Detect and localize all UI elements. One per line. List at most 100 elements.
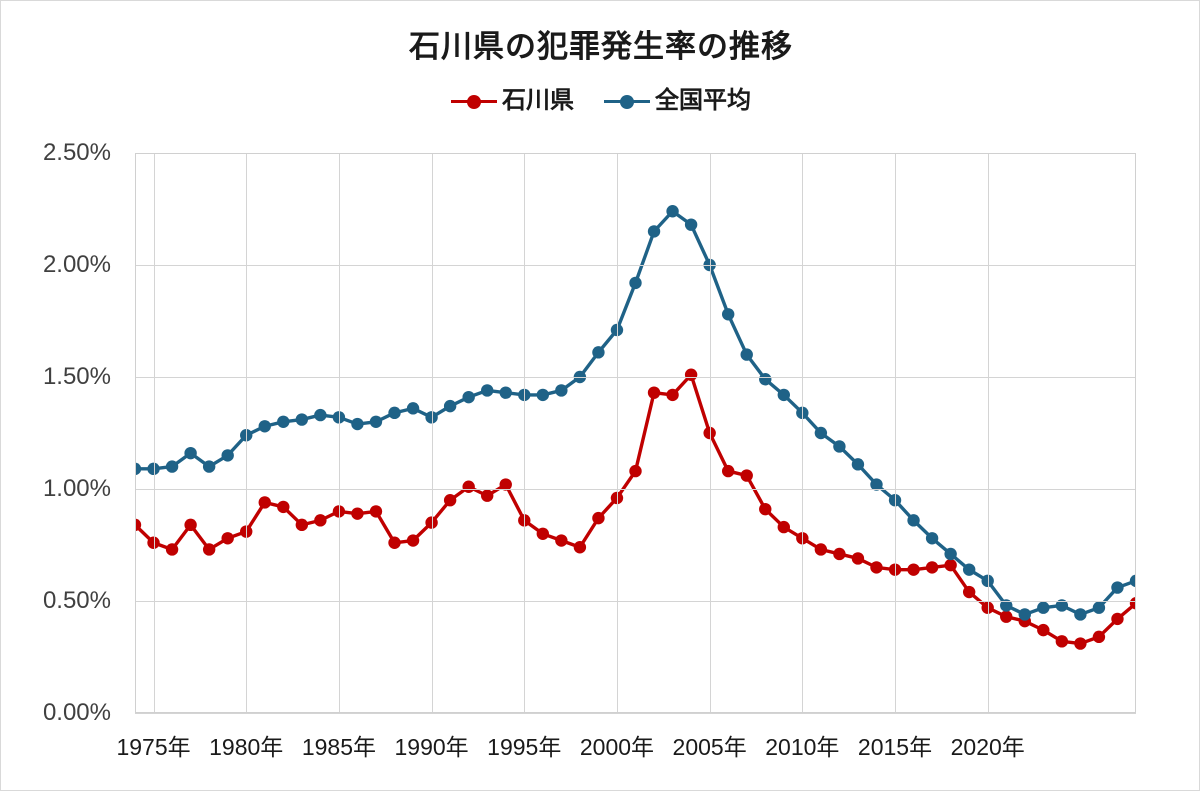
data-point-marker [721, 308, 735, 321]
data-point-marker [499, 386, 512, 399]
data-point-marker [944, 547, 957, 561]
data-point-marker [277, 415, 290, 428]
data-point-marker [1000, 599, 1013, 612]
data-point-marker [721, 464, 735, 478]
data-point-marker [851, 552, 865, 565]
data-point-marker [481, 489, 494, 502]
data-point-marker [369, 415, 383, 428]
data-point-marker [1018, 608, 1031, 621]
data-point-marker [777, 520, 790, 534]
gridline-vertical [524, 153, 526, 713]
gridline-vertical [338, 153, 340, 713]
data-point-marker [666, 388, 679, 402]
data-point-marker [647, 225, 661, 238]
data-point-marker [165, 543, 179, 556]
data-point-marker [759, 373, 772, 386]
x-axis-tick-label: 2005年 [672, 734, 747, 760]
series-line [135, 209, 1136, 617]
gridline-horizontal [135, 153, 1136, 154]
data-point-marker [740, 348, 753, 361]
data-point-marker [406, 534, 420, 547]
x-axis-tick-label: 2000年 [579, 734, 655, 760]
gridline-vertical [802, 153, 804, 713]
data-point-marker [221, 449, 234, 462]
x-axis-tick-label: 2010年 [765, 734, 840, 760]
y-axis-tick-label: 0.00% [42, 699, 111, 726]
data-point-marker [1092, 630, 1106, 644]
data-point-marker [962, 563, 976, 576]
data-point-marker [1055, 599, 1069, 612]
data-point-marker [814, 426, 828, 440]
legend-marker-icon-ishikawa [451, 93, 497, 109]
data-point-marker [666, 205, 679, 218]
chart-legend: 石川県 全国平均 [1, 89, 1200, 113]
gridline-vertical [616, 153, 618, 713]
data-point-marker [1111, 612, 1124, 626]
data-point-marker [1092, 601, 1106, 614]
legend-label-national-average: 全国平均 [655, 87, 751, 114]
gridline-horizontal [135, 489, 1136, 490]
data-point-marker [443, 399, 457, 413]
data-point-marker [777, 388, 790, 402]
data-point-marker [406, 402, 420, 415]
x-axis-tick-label: 1980年 [209, 734, 284, 760]
data-point-marker [258, 496, 271, 509]
data-point-marker [629, 464, 642, 478]
data-point-marker [221, 532, 234, 545]
data-point-marker [1000, 610, 1013, 623]
plot-area [135, 153, 1136, 714]
data-point-marker [202, 460, 216, 473]
data-point-marker [555, 534, 568, 547]
data-point-marker [536, 388, 550, 402]
data-point-marker [369, 505, 383, 518]
data-point-marker [314, 514, 327, 527]
data-point-marker [592, 346, 605, 359]
legend-item-ishikawa[interactable]: 石川県 [451, 89, 574, 113]
series-ishikawa [135, 368, 1136, 650]
data-point-marker [462, 480, 475, 493]
data-point-marker [443, 494, 457, 507]
data-point-marker [944, 558, 957, 572]
data-point-marker [1074, 608, 1087, 621]
data-point-marker [388, 536, 401, 549]
data-point-marker [555, 384, 568, 397]
data-point-marker [870, 561, 883, 574]
data-point-marker [759, 502, 772, 516]
x-axis-tick-label: 2020年 [950, 734, 1025, 760]
series-layer [135, 205, 1136, 650]
series-national-average [135, 205, 1136, 621]
data-point-marker [1111, 581, 1124, 594]
data-point-marker [135, 518, 142, 532]
data-point-marker [462, 390, 475, 404]
data-point-marker [314, 408, 327, 422]
data-point-marker [925, 561, 939, 574]
data-point-marker [870, 478, 883, 491]
chart-title: 石川県の犯罪発生率の推移 [409, 29, 793, 64]
gridline-vertical [987, 153, 989, 713]
x-axis-tick-label: 1985年 [301, 734, 376, 760]
x-axis-tick-label: 1975年 [116, 734, 191, 760]
data-point-marker [351, 507, 364, 520]
y-axis-tick-label: 2.50% [42, 139, 111, 166]
data-point-marker [277, 500, 290, 514]
data-point-marker [851, 458, 865, 471]
gridline-horizontal [135, 377, 1136, 378]
data-point-marker [165, 460, 179, 473]
gridline-vertical [895, 153, 897, 713]
data-point-marker [592, 511, 605, 525]
data-point-marker [135, 462, 142, 476]
data-point-marker [981, 601, 994, 614]
data-point-marker [295, 413, 309, 426]
data-point-marker [1055, 635, 1069, 648]
data-point-marker [1129, 597, 1136, 610]
data-point-marker [981, 574, 994, 588]
data-point-marker [499, 478, 512, 491]
data-point-marker [833, 547, 846, 561]
data-point-marker [184, 446, 197, 460]
legend-item-national-average[interactable]: 全国平均 [604, 89, 751, 113]
legend-label-ishikawa: 石川県 [502, 87, 574, 114]
x-axis-tick-label: 1995年 [487, 734, 562, 760]
gridline-horizontal [135, 601, 1136, 602]
data-point-marker [740, 469, 753, 482]
